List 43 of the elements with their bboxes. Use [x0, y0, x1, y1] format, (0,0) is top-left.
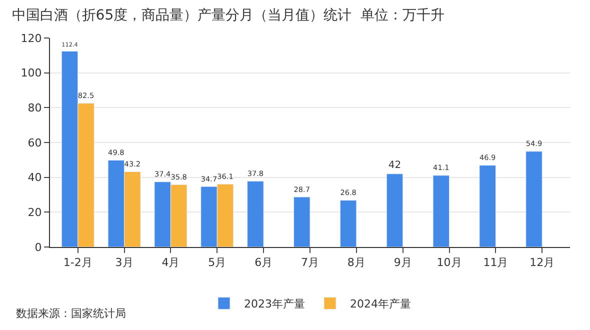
bar	[294, 196, 310, 247]
x-tick-label: 5月	[208, 256, 226, 270]
data-label: 36.1	[217, 172, 234, 181]
bar	[340, 200, 357, 247]
data-label: 43.2	[124, 160, 141, 169]
bar	[526, 151, 542, 247]
data-label: 28.7	[294, 184, 310, 194]
y-tick-label: 80	[28, 102, 42, 115]
bar	[432, 175, 450, 247]
x-tick-label: 11月	[483, 256, 508, 270]
x-tick-label: 9月	[394, 256, 412, 270]
x-tick-label: 3月	[115, 256, 134, 270]
bar	[479, 165, 496, 247]
y-tick-label: 60	[28, 136, 42, 150]
chart-title: 中国白酒（折65度，商品量）产量分月（当月值）统计 单位：万千升	[12, 8, 445, 24]
source-note: 数据来源：国家统计局	[16, 307, 126, 320]
x-tick-label: 4月	[162, 256, 180, 270]
legend-label: 2024年产量	[350, 298, 411, 311]
data-label: 49.8	[108, 148, 125, 158]
legend-label: 2023年产量	[244, 298, 305, 311]
y-tick-label: 40	[28, 171, 42, 184]
y-tick-label: 0	[34, 240, 42, 254]
data-label: 42	[388, 160, 402, 171]
x-tick-label: 1-2月	[63, 256, 92, 270]
data-label: 54.9	[526, 139, 542, 148]
data-label: 35.8	[170, 172, 188, 182]
data-label: 37.8	[247, 168, 264, 178]
y-tick-label: 100	[20, 66, 42, 80]
y-tick-label: 120	[20, 32, 42, 45]
data-label: 37.4	[154, 170, 172, 179]
data-label: 34.7	[200, 174, 218, 184]
data-label: 46.9	[479, 153, 496, 162]
y-tick-label: 20	[28, 206, 42, 220]
bar	[247, 180, 264, 247]
data-label: 82.5	[78, 91, 94, 100]
data-label: 26.8	[340, 188, 357, 198]
x-tick-label: 7月	[301, 256, 319, 270]
x-tick-label: 6月	[254, 256, 273, 270]
data-label: 41.1	[433, 163, 450, 172]
x-tick-label: 8月	[347, 256, 366, 270]
x-tick-label: 12月	[530, 256, 555, 270]
x-tick-label: 10月	[436, 256, 462, 270]
bar	[386, 174, 404, 247]
